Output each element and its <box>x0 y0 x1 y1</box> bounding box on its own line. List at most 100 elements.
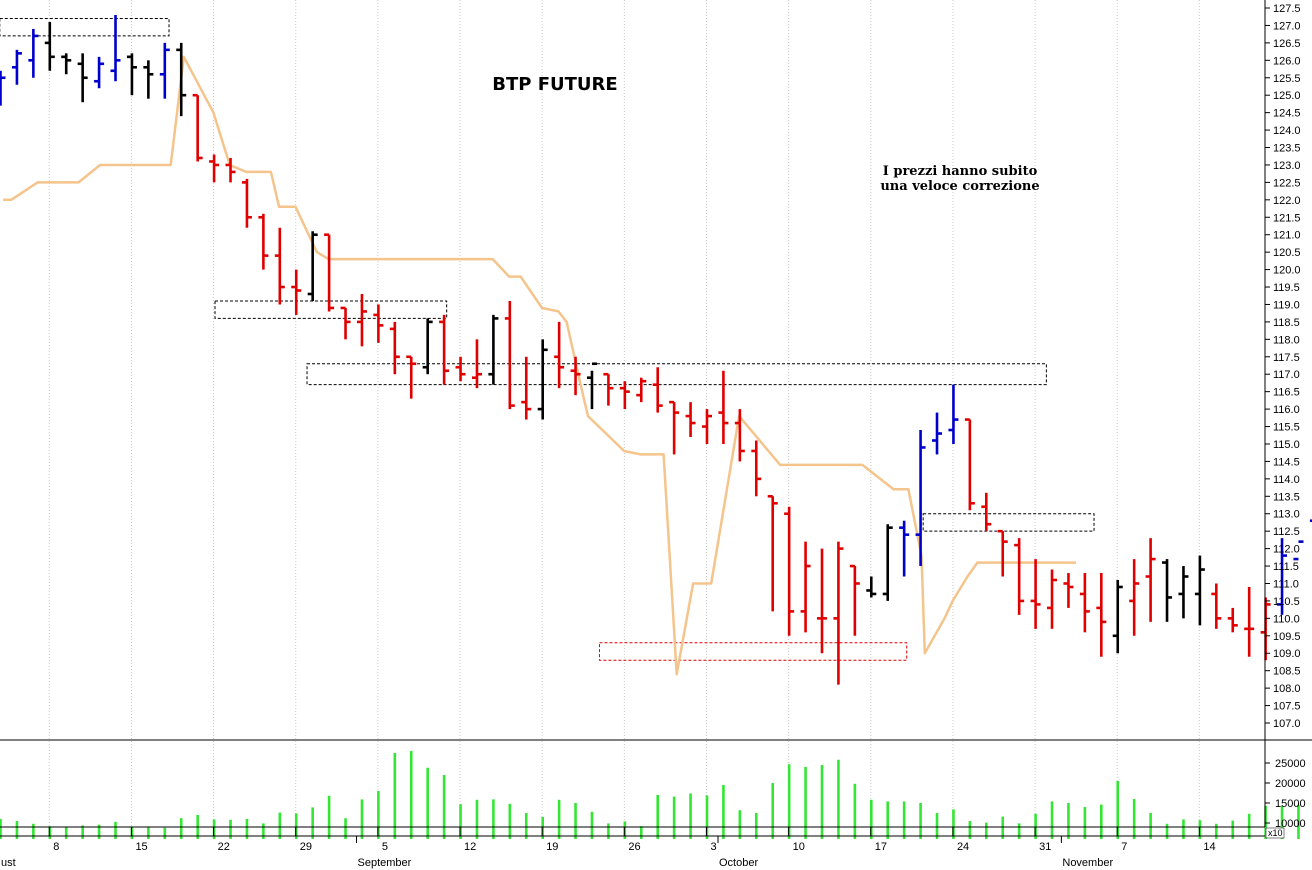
price-bar-15 <box>241 178 252 228</box>
price-bar-51 <box>833 541 844 685</box>
date-tick-label-5: 12 <box>464 841 476 853</box>
price-bar-46 <box>751 440 762 497</box>
volume-axis: 10000 15000 20000 25000 x10 <box>1265 758 1306 839</box>
price-tick-label-34: 124.0 <box>1273 125 1301 137</box>
date-tick-label-7: 26 <box>628 841 640 853</box>
price-bar-49 <box>800 541 811 633</box>
date-tick-label-14: 14 <box>1203 841 1215 853</box>
price-tick-label-20: 117.0 <box>1273 369 1300 381</box>
price-tick-label-39: 126.5 <box>1273 38 1301 50</box>
price-tick-label-5: 109.5 <box>1273 631 1301 643</box>
date-tick-label-6: 19 <box>546 841 558 853</box>
price-tick-label-25: 119.5 <box>1273 282 1300 294</box>
price-bar-70 <box>1145 538 1156 622</box>
date-tick-label-3: 29 <box>300 841 312 853</box>
price-tick-label-29: 121.5 <box>1273 212 1301 224</box>
price-bar-7 <box>110 14 121 82</box>
range-boxes <box>0 17 1095 661</box>
price-tick-label-17: 115.5 <box>1273 422 1300 434</box>
price-bar-56 <box>915 430 926 567</box>
price-bar-74 <box>1211 583 1222 629</box>
price-tick-label-18: 116.0 <box>1273 404 1300 416</box>
price-tick-label-26: 120.0 <box>1273 265 1301 277</box>
date-tick-label-8: 3 <box>710 841 716 853</box>
range-box-1 <box>214 300 448 319</box>
price-bar-75 <box>1227 607 1238 633</box>
price-bar-48 <box>784 506 795 636</box>
volume-tick-label-0: 10000 <box>1275 818 1306 830</box>
price-bar-57 <box>932 412 943 455</box>
price-bar-50 <box>817 548 827 654</box>
price-bar-18 <box>291 269 302 315</box>
price-bar-38 <box>619 381 630 410</box>
price-bar-54 <box>882 524 893 601</box>
price-tick-label-21: 117.5 <box>1273 352 1300 364</box>
price-bar-34 <box>554 321 565 389</box>
price-bar-76 <box>1244 586 1255 657</box>
price-axis: 107.0 107.5 108.0 108.5 109.0 109.5 110.0 110.5… <box>1265 3 1301 730</box>
price-bar-55 <box>899 520 910 577</box>
price-bar-80 <box>1309 519 1312 523</box>
price-bar-1 <box>11 49 22 85</box>
price-bar-33 <box>537 339 548 420</box>
volume-bars <box>0 751 1300 839</box>
price-tick-label-22: 118.0 <box>1273 334 1300 346</box>
price-bar-42 <box>685 402 696 437</box>
price-bar-78 <box>1277 538 1288 615</box>
price-bar-69 <box>1129 559 1140 636</box>
price-bar-72 <box>1178 566 1189 619</box>
price-bar-11 <box>176 42 187 117</box>
month-label-0: ust <box>1 857 16 869</box>
price-tick-label-11: 112.5 <box>1273 526 1300 538</box>
price-bar-0 <box>0 70 6 106</box>
price-bar-61 <box>997 529 1008 577</box>
price-bar-52 <box>849 564 860 636</box>
price-bar-63 <box>1030 559 1041 629</box>
range-box-2 <box>306 363 1047 386</box>
date-tick-label-0: 8 <box>53 841 59 853</box>
axes <box>0 0 1312 837</box>
price-bar-9 <box>143 60 154 99</box>
price-bar-25 <box>406 355 417 399</box>
price-tick-label-0: 107.0 <box>1273 718 1301 730</box>
price-bar-28 <box>455 356 466 382</box>
volume-multiplier-box <box>1265 827 1285 839</box>
range-box-3 <box>598 642 908 661</box>
month-label-3: November <box>1062 857 1113 869</box>
price-bar-36 <box>586 362 597 410</box>
price-bar-5 <box>77 53 88 103</box>
price-bar-20 <box>324 233 335 312</box>
price-bar-14 <box>225 157 236 183</box>
price-tick-label-40: 127.0 <box>1273 20 1301 32</box>
price-bar-77 <box>1260 597 1271 661</box>
price-tick-label-24: 119.0 <box>1273 299 1300 311</box>
moving-average-line <box>3 55 1076 676</box>
price-bar-29 <box>471 339 482 389</box>
date-tick-label-9: 10 <box>793 841 805 853</box>
price-bar-32 <box>521 356 532 420</box>
price-bar-59 <box>964 418 975 511</box>
price-tick-label-36: 125.0 <box>1273 90 1301 102</box>
price-bar-43 <box>701 409 712 444</box>
date-tick-label-13: 7 <box>1121 841 1127 853</box>
price-bar-65 <box>1063 573 1074 608</box>
price-tick-label-19: 116.5 <box>1273 387 1300 399</box>
volume-tick-label-1: 15000 <box>1275 798 1306 810</box>
date-axis: 8 15 22 29 5 12 19 26 3 10 17 24 31 7 14 ust September Oc… <box>1 827 1216 869</box>
price-bar-21 <box>340 306 351 340</box>
price-tick-label-1: 107.5 <box>1273 701 1301 713</box>
price-bar-16 <box>258 213 269 270</box>
price-bar-30 <box>488 314 499 385</box>
date-tick-label-10: 17 <box>875 841 887 853</box>
price-tick-label-10: 112.0 <box>1273 544 1300 556</box>
month-label-1: September <box>358 857 412 869</box>
price-bar-6 <box>94 56 105 89</box>
price-tick-label-14: 114.0 <box>1273 474 1300 486</box>
date-tick-label-4: 5 <box>382 841 388 853</box>
price-bar-73 <box>1194 555 1205 626</box>
range-box-4 <box>922 513 1095 532</box>
grid-lines <box>48 0 1200 836</box>
date-tick-label-12: 31 <box>1039 841 1051 853</box>
price-bar-35 <box>570 356 581 396</box>
